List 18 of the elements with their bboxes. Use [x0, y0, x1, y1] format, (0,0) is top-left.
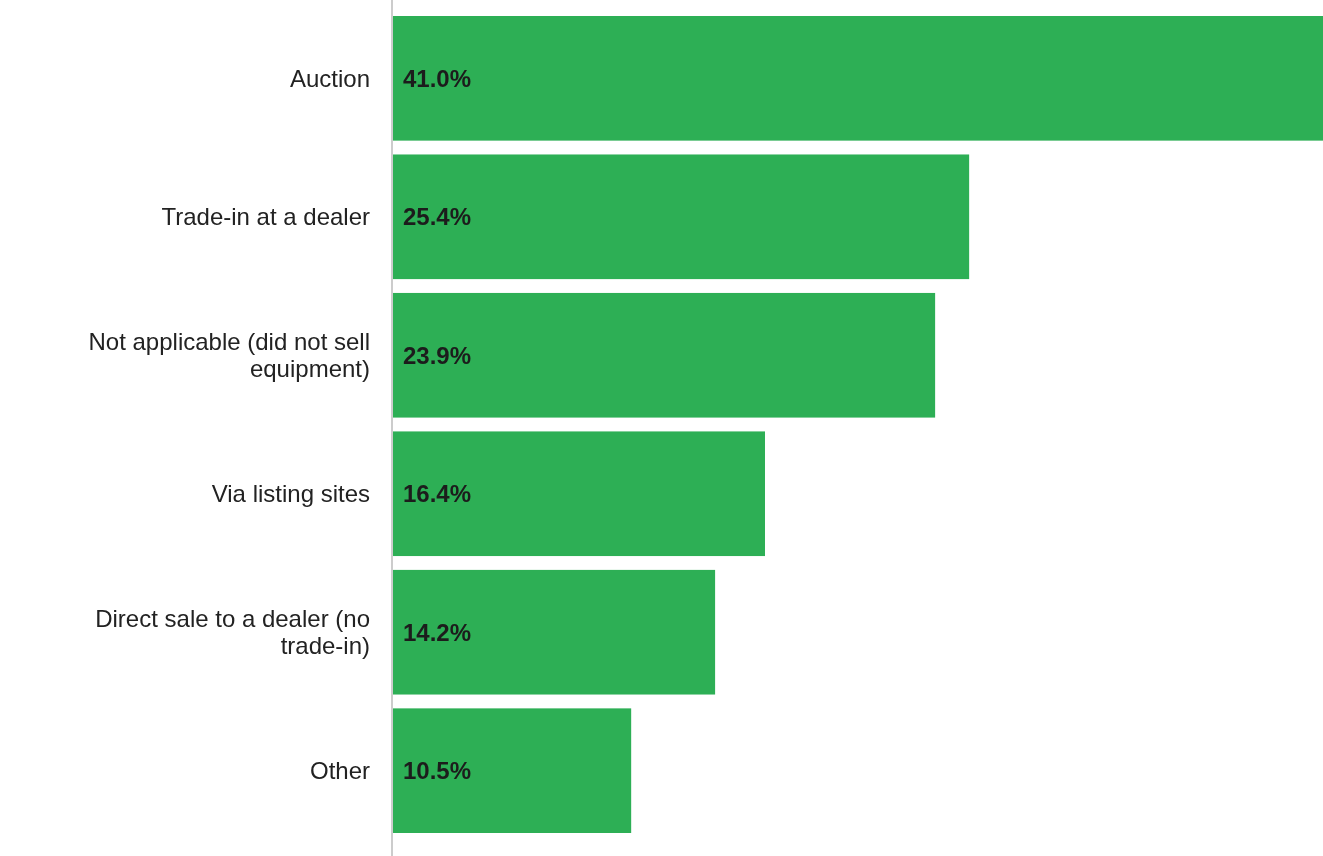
y-tick-label: Auction: [289, 64, 370, 92]
data-label: 10.5%: [403, 757, 472, 785]
data-label: 25.4%: [403, 203, 472, 231]
y-tick-label: Other: [309, 757, 370, 785]
data-label: 14.2%: [403, 618, 472, 646]
bar: [393, 292, 936, 418]
data-label: 41.0%: [403, 64, 472, 92]
bar: [393, 431, 765, 557]
y-tick-label: Direct sale to a dealer (no trade-in): [95, 605, 370, 660]
bar: [393, 16, 1323, 141]
bar: [393, 569, 716, 695]
data-label: 16.4%: [403, 480, 472, 508]
data-label: 23.9%: [403, 341, 472, 369]
y-tick-label: Trade-in at a dealer: [161, 203, 370, 231]
y-tick-label: Not applicable (did not sell equipment): [88, 328, 370, 383]
bar: [393, 708, 632, 833]
y-tick-label: Via listing sites: [211, 480, 370, 508]
bar: [393, 154, 970, 280]
